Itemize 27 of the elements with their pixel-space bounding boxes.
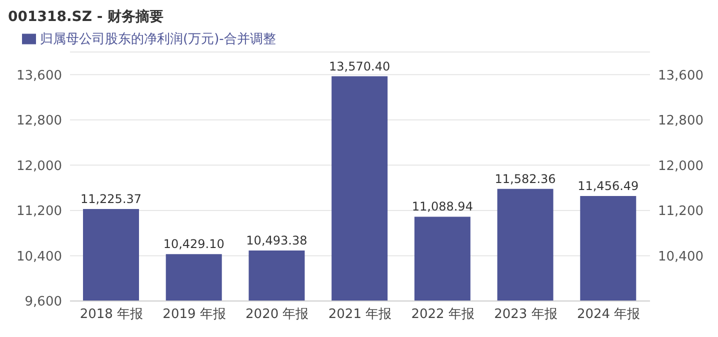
- y-tick-label: 11,200: [16, 204, 62, 220]
- x-tick-label: 2023 年报: [494, 307, 558, 322]
- text: 11,088.94: [412, 200, 473, 214]
- y-tick-label: 10,400: [16, 249, 62, 264]
- y-tick-label: 12,000: [16, 158, 62, 174]
- x-tick-label: 2020 年报: [246, 307, 309, 322]
- x-tick-label: 2018 年报: [80, 307, 144, 322]
- text: 13,570.40: [329, 59, 390, 74]
- y2-tick-label: 12,000: [658, 158, 704, 174]
- y-tick-label: 13,600: [16, 68, 62, 84]
- text: 10,429.10: [163, 237, 224, 252]
- text: 11,582.36: [494, 172, 556, 186]
- text: 11,456.49: [578, 178, 639, 193]
- x-tick-label: 2024 年报: [576, 307, 640, 322]
- chart-title: 001318.SZ - 财务摘要: [8, 8, 165, 27]
- legend-label: 归属母公司股东的净利润(万元)-合并调整: [40, 32, 276, 47]
- y-tick-label: 9,600: [24, 294, 62, 310]
- x-tick-label: 2019 年报: [162, 307, 226, 322]
- y2-tick-label: 12,800: [658, 114, 704, 129]
- y2-tick-label: 10,400: [658, 249, 704, 264]
- x-tick-label: 2022 年报: [411, 307, 474, 322]
- y2-tick-label: 11,200: [658, 204, 704, 220]
- y2-tick-label: 13,600: [658, 68, 704, 84]
- y-tick-label: 12,800: [16, 114, 62, 129]
- x-tick-label: 2021 年报: [328, 307, 392, 322]
- text: 10,493.38: [246, 233, 308, 248]
- text: 11,225.37: [80, 192, 142, 206]
